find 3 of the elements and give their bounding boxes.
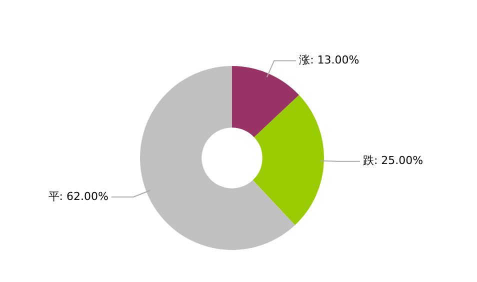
slice-label: 涨: 13.00% — [299, 54, 360, 67]
slice-label: 平: 62.00% — [48, 190, 108, 203]
slice-label: 跌: 25.00% — [362, 154, 424, 168]
